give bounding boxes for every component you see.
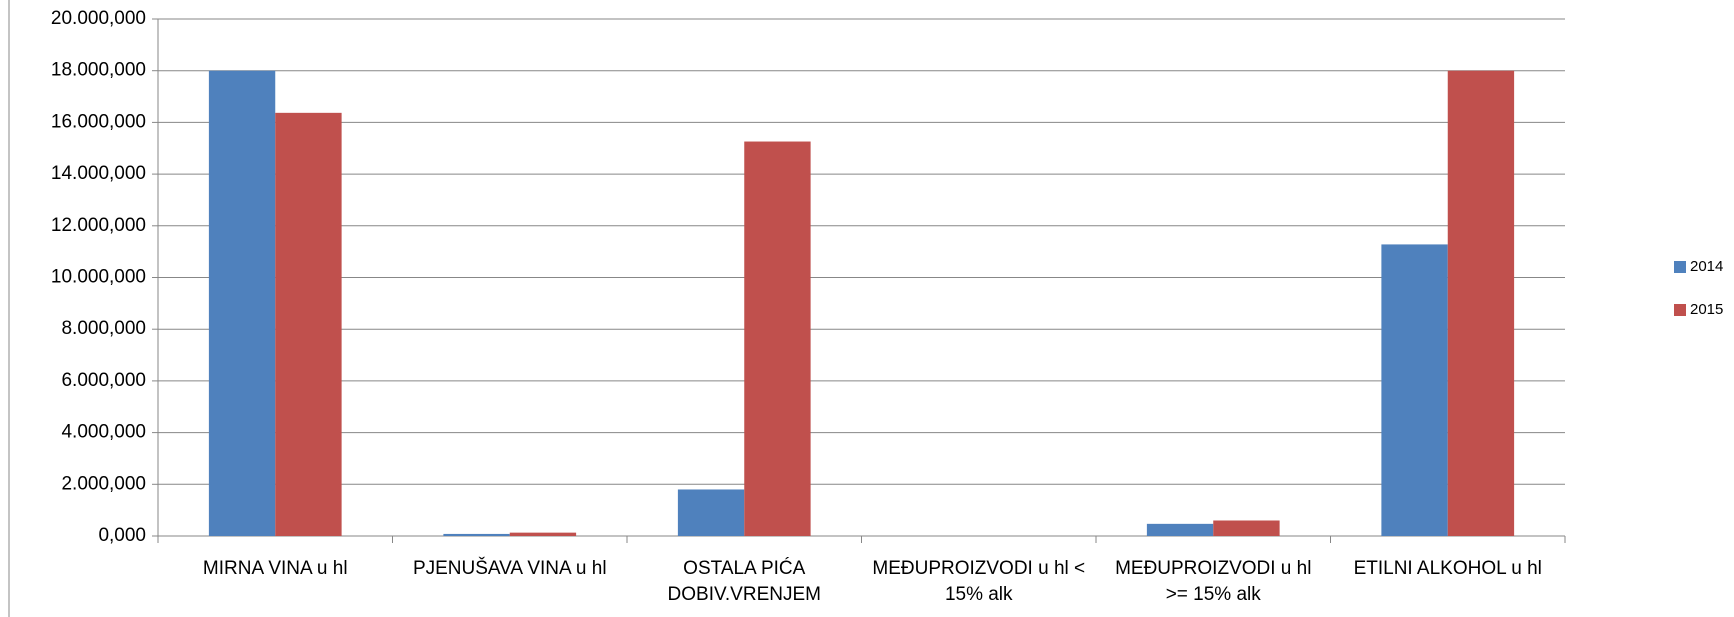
legend-label: 2014: [1690, 258, 1723, 275]
bar: [208, 70, 276, 536]
x-tick-label: ETILNI ALKOHOL u hl: [1353, 558, 1542, 579]
y-tick-label: 8.000,000: [61, 318, 146, 339]
legend-label: 2015: [1690, 301, 1723, 318]
legend-swatch: [1674, 261, 1686, 273]
x-tick-label: OSTALA PIĆA DOBIV.VRENJEM: [667, 558, 821, 605]
bar: [1381, 244, 1448, 537]
y-tick-label: 16.000,000: [51, 111, 146, 132]
y-tick-label: 2.000,000: [61, 473, 146, 494]
y-tick-label: 20.000,000: [51, 8, 146, 29]
bar: [677, 489, 745, 536]
bar: [744, 141, 811, 537]
y-tick-label: 6.000,000: [61, 370, 146, 391]
bar: [1447, 70, 1515, 536]
legend-swatch: [1674, 304, 1686, 316]
y-tick-label: 14.000,000: [51, 163, 146, 184]
bar: [275, 112, 342, 536]
bar: [1146, 523, 1214, 536]
x-tick-label: PJENUŠAVA VINA u hl: [412, 558, 607, 579]
bar: [509, 532, 577, 536]
x-tick-label: MIRNA VINA u hl: [202, 558, 348, 579]
x-tick-label: MEĐUPROIZVODI u hl < 15% alk: [872, 558, 1086, 605]
bar: [443, 533, 510, 536]
y-tick-label: 12.000,000: [51, 215, 146, 236]
y-tick-label: 10.000,000: [51, 267, 146, 288]
y-tick-label: 4.000,000: [61, 422, 146, 443]
bar: [1213, 520, 1280, 536]
x-tick-label: MEĐUPROIZVODI u hl >= 15% alk: [1115, 558, 1312, 605]
y-tick-label: 18.000,000: [51, 60, 146, 81]
y-tick-label: 0,000: [98, 525, 146, 546]
